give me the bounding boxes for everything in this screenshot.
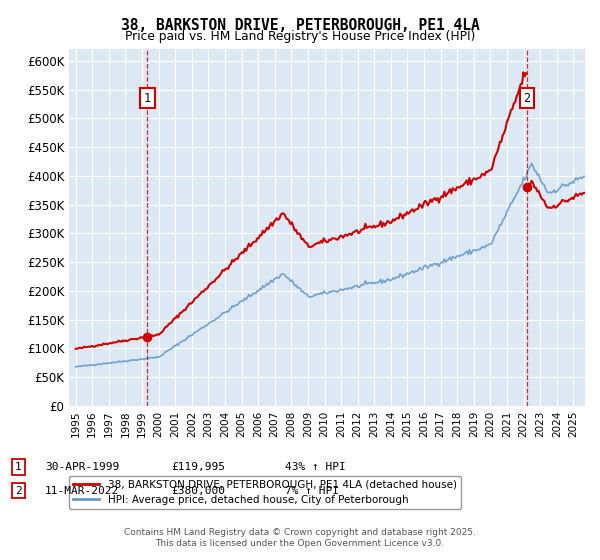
Text: 11-MAR-2022: 11-MAR-2022	[45, 486, 119, 496]
Legend: 38, BARKSTON DRIVE, PETERBOROUGH, PE1 4LA (detached house), HPI: Average price, : 38, BARKSTON DRIVE, PETERBOROUGH, PE1 4L…	[69, 475, 461, 509]
Text: 30-APR-1999: 30-APR-1999	[45, 462, 119, 472]
Text: £380,000: £380,000	[171, 486, 225, 496]
Text: £119,995: £119,995	[171, 462, 225, 472]
Text: 1: 1	[144, 92, 151, 105]
Text: 2: 2	[15, 486, 22, 496]
Text: 1: 1	[15, 462, 22, 472]
Text: 7% ↑ HPI: 7% ↑ HPI	[285, 486, 339, 496]
Text: 38, BARKSTON DRIVE, PETERBOROUGH, PE1 4LA: 38, BARKSTON DRIVE, PETERBOROUGH, PE1 4L…	[121, 18, 479, 33]
Text: Contains HM Land Registry data © Crown copyright and database right 2025.
This d: Contains HM Land Registry data © Crown c…	[124, 528, 476, 548]
Text: 2: 2	[523, 92, 530, 105]
Text: Price paid vs. HM Land Registry's House Price Index (HPI): Price paid vs. HM Land Registry's House …	[125, 30, 475, 43]
Text: 43% ↑ HPI: 43% ↑ HPI	[285, 462, 346, 472]
